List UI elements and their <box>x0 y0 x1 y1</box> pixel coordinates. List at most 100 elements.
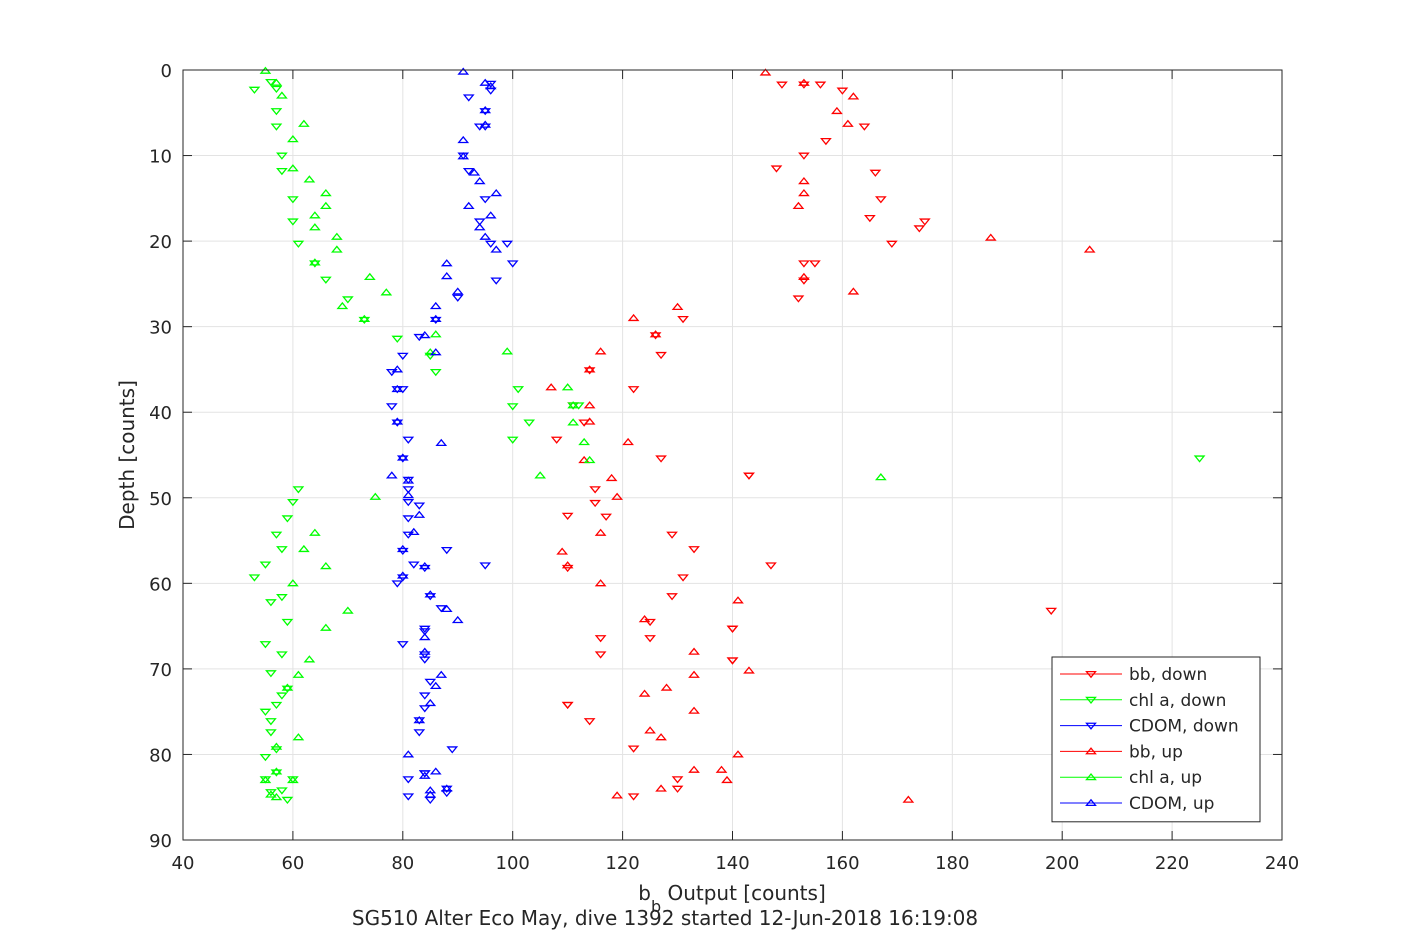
data-point <box>440 271 453 280</box>
data-point <box>287 775 299 784</box>
y-tick-label: 40 <box>149 403 172 424</box>
data-point <box>265 718 277 726</box>
data-point <box>468 168 481 176</box>
data-point <box>440 604 453 613</box>
data-point <box>281 685 294 693</box>
data-point <box>418 771 431 779</box>
data-point <box>402 486 415 494</box>
data-point <box>1045 607 1058 615</box>
data-point <box>638 689 651 697</box>
data-point <box>276 546 288 554</box>
data-point <box>578 437 590 446</box>
data-point <box>902 795 915 803</box>
data-point <box>605 473 618 482</box>
data-point <box>320 561 332 570</box>
x-axis-ticks: 40 60 80 100 120 140 160 180 200 220 240 <box>172 70 1299 874</box>
data-point <box>589 499 601 508</box>
data-point <box>298 544 310 553</box>
data-point <box>320 201 332 210</box>
data-point <box>446 746 459 754</box>
data-point <box>435 605 448 613</box>
data-point <box>484 240 497 248</box>
data-point <box>671 785 684 793</box>
y-tick-label: 80 <box>149 745 172 766</box>
data-point <box>501 347 514 355</box>
data-point <box>875 473 887 481</box>
data-point <box>429 314 442 322</box>
legend: bb, down chl a, down CDOM, down bb, up chl a… <box>1051 656 1261 823</box>
data-point <box>759 68 772 76</box>
data-point <box>490 277 503 285</box>
data-point <box>842 119 854 127</box>
data-point <box>402 515 415 523</box>
data-point <box>622 437 634 446</box>
x-tick-label: 100 <box>496 853 530 874</box>
data-point <box>864 215 876 223</box>
legend-item: CDOM, up <box>1060 794 1214 814</box>
data-point <box>429 316 442 325</box>
data-point <box>276 91 288 99</box>
data-point <box>671 776 684 784</box>
data-point <box>627 313 640 322</box>
data-point <box>287 196 299 204</box>
data-point <box>649 332 662 340</box>
data-point <box>303 655 316 663</box>
data-point <box>688 765 700 773</box>
data-point <box>281 515 294 523</box>
data-point <box>418 628 431 636</box>
data-point <box>270 85 283 94</box>
data-point <box>369 492 382 500</box>
legend-marker <box>1085 772 1097 781</box>
data-point <box>309 211 321 219</box>
data-point <box>490 188 503 197</box>
data-point <box>798 176 810 185</box>
data-point <box>418 632 431 641</box>
data-point <box>627 386 640 394</box>
legend-label: chl a, down <box>1129 691 1226 711</box>
data-point <box>413 715 426 724</box>
data-point <box>407 561 420 569</box>
data-point <box>287 135 299 143</box>
figure-caption: SG510 Alter Eco May, dive 1392 started 1… <box>352 906 978 930</box>
data-point <box>320 276 332 284</box>
data-point <box>385 403 398 411</box>
data-point <box>473 176 486 185</box>
data-point <box>638 615 651 623</box>
data-point <box>320 188 332 197</box>
x-axis-label-main: b <box>638 881 651 905</box>
data-point <box>276 152 288 160</box>
data-point <box>276 594 288 602</box>
data-point <box>276 692 288 700</box>
y-tick-label: 0 <box>161 61 172 82</box>
data-point <box>831 106 843 115</box>
data-point <box>798 152 810 160</box>
data-point <box>594 579 607 587</box>
data-point <box>583 367 596 375</box>
data-point <box>688 706 700 714</box>
data-point <box>418 647 431 655</box>
data-point <box>440 546 453 555</box>
legend-label: bb, down <box>1129 665 1207 685</box>
data-point <box>836 87 849 95</box>
data-point <box>391 384 404 393</box>
y-axis-ticks: 0 10 20 30 40 50 60 70 80 90 <box>149 61 1282 852</box>
x-tick-label: 160 <box>825 853 859 874</box>
legend-marker <box>1085 747 1097 755</box>
data-point <box>418 330 431 339</box>
data-point <box>287 218 299 226</box>
data-point <box>276 167 288 176</box>
data-point <box>309 260 321 268</box>
data-point <box>309 528 321 536</box>
data-point <box>479 105 492 114</box>
data-point <box>688 546 700 554</box>
data-point <box>556 547 569 555</box>
data-point <box>770 165 783 173</box>
data-point <box>677 574 689 582</box>
data-point <box>814 81 827 89</box>
data-point <box>330 245 343 253</box>
data-point <box>743 472 755 480</box>
data-point <box>418 692 431 700</box>
data-point <box>561 383 574 391</box>
data-point <box>424 790 437 798</box>
data-point <box>396 571 409 579</box>
